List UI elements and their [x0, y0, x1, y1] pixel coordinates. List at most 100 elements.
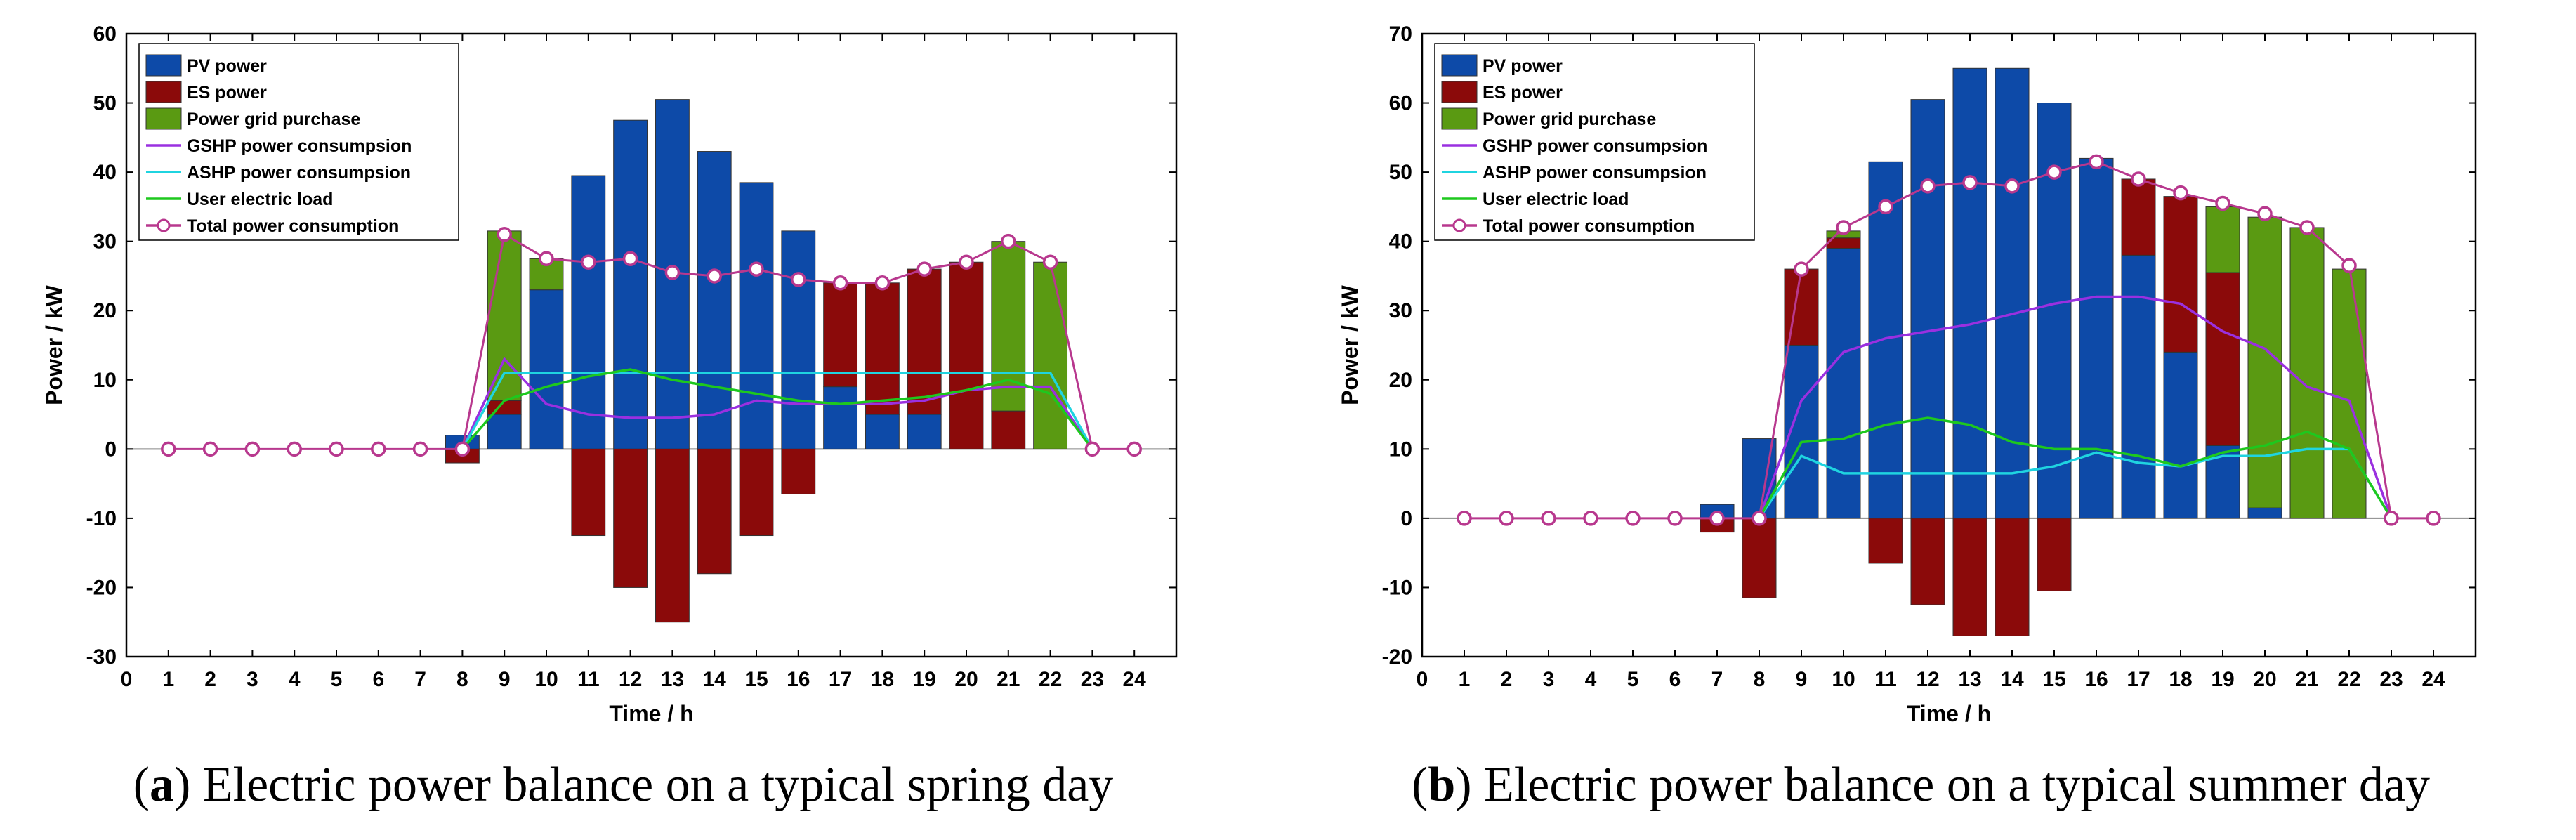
x-tick-label: 17	[2127, 668, 2150, 691]
y-tick-label: 30	[1389, 299, 1412, 322]
marker-total-h23	[1084, 441, 1100, 457]
x-tick-label: 20	[2253, 668, 2276, 691]
bar-pv-power-h15	[739, 182, 774, 449]
legend-label: User electric load	[1483, 190, 1629, 209]
marker-total-h18	[874, 275, 891, 291]
legend-label: ASHP power consumpsion	[187, 163, 411, 183]
caption-letter: b	[1428, 758, 1455, 812]
x-tick-label: 10	[1832, 668, 1855, 691]
bar-pv-power-h12	[1910, 99, 1945, 519]
marker-total-h16	[2089, 154, 2104, 170]
bar-power-grid-purchase-h22	[2332, 268, 2367, 519]
bar-pv-power-h14	[697, 151, 732, 449]
x-tick-label: 4	[289, 668, 301, 691]
bar-pv-power-h17	[823, 386, 858, 449]
marker-total-h21	[2299, 220, 2315, 235]
bar-es-power-h17	[823, 282, 858, 388]
line-gshp-power-consumpsion	[461, 357, 1093, 450]
marker-total-h11	[581, 254, 596, 270]
bar-power-grid-purchase-h22	[1033, 261, 1068, 449]
marker-total-h17	[832, 275, 848, 291]
caption: (b) Electric power balance on a typical …	[1412, 758, 2430, 812]
marker-total-h3	[1541, 511, 1556, 526]
y-tick-label: 50	[1389, 161, 1412, 184]
bar-pv-power-h13	[1952, 67, 1987, 519]
axes-frame	[1421, 32, 2477, 658]
caption: (a) Electric power balance on a typical …	[133, 758, 1114, 812]
y-tick-label: -10	[86, 507, 117, 530]
x-tick-label: 0	[1417, 668, 1428, 691]
legend-swatch	[1441, 81, 1478, 103]
x-tick-label: 23	[2379, 668, 2403, 691]
line-gshp-power-consumpsion	[1758, 295, 2393, 519]
y-tick-label: 10	[1389, 438, 1412, 461]
legend-label: GSHP power consumpsion	[1483, 136, 1707, 156]
bar-es-power-h15	[2037, 518, 2072, 591]
y-axis-label: Power / kW	[41, 284, 67, 405]
y-tick-label: 0	[1400, 507, 1412, 530]
x-tick-label: 18	[871, 668, 894, 691]
caption-paren: (	[133, 758, 150, 812]
marker-total-h12	[622, 251, 638, 267]
bar-pv-power-h16	[781, 230, 816, 449]
marker-total-h22	[1042, 254, 1058, 270]
line-user-electric-load	[1758, 416, 2393, 519]
x-tick-label: 21	[997, 668, 1020, 691]
x-axis-label: Time / h	[609, 701, 693, 726]
marker-total-h22	[2341, 258, 2357, 273]
bar-pv-power-h20	[2247, 507, 2282, 519]
bar-pv-power-h18	[865, 414, 900, 449]
bar-es-power-h12	[613, 448, 648, 588]
y-tick-label: -30	[86, 645, 117, 669]
x-tick-label: 24	[1123, 668, 1147, 691]
marker-total-h24	[1126, 441, 1142, 457]
bar-pv-power-h10	[1826, 248, 1861, 519]
bar-es-power-h11	[1868, 518, 1903, 564]
marker-total-h4	[287, 441, 302, 457]
marker-total-h16	[791, 272, 806, 287]
legend-box	[1434, 43, 1755, 241]
legend-swatch	[145, 81, 182, 103]
bar-es-power-h20	[949, 261, 984, 449]
legend-label: Power grid purchase	[187, 110, 360, 129]
x-tick-label: 13	[661, 668, 684, 691]
marker-total-h14	[2004, 178, 2020, 194]
bar-es-power-h12	[1910, 518, 1945, 605]
x-tick-label: 11	[577, 668, 600, 691]
marker-total-h5	[329, 441, 344, 457]
x-tick-label: 2	[204, 668, 216, 691]
y-tick-label: 10	[93, 369, 117, 392]
line-ashp-power-consumpsion	[1758, 447, 2393, 519]
marker-total-h14	[707, 268, 722, 284]
marker-total-h18	[2173, 185, 2188, 201]
x-tick-label: 9	[499, 668, 511, 691]
bar-pv-power-h16	[2079, 157, 2114, 519]
x-tick-label: 18	[2169, 668, 2192, 691]
caption-letter: a	[150, 758, 174, 812]
bar-es-power-h21	[991, 410, 1026, 449]
marker-total-h19	[2215, 195, 2230, 211]
marker-total-h9	[497, 227, 512, 242]
marker-total-h7	[1709, 511, 1725, 526]
y-tick-label: 0	[105, 438, 117, 461]
bar-pv-power-h11	[571, 175, 606, 449]
bar-es-power-h17	[2121, 178, 2156, 256]
marker-total-h3	[244, 441, 261, 457]
bar-power-grid-purchase-h19	[2205, 206, 2240, 273]
y-tick-label: -20	[86, 576, 117, 599]
y-tick-label: 60	[93, 22, 117, 46]
x-tick-label: 10	[534, 668, 558, 691]
marker-total-h23	[2384, 511, 2399, 526]
bar-es-power-h14	[1995, 518, 2030, 636]
bar-pv-power-h11	[1868, 161, 1903, 519]
x-tick-label: 0	[121, 668, 133, 691]
x-tick-label: 5	[1627, 668, 1639, 691]
bar-es-power-h13	[655, 448, 690, 623]
x-tick-label: 11	[1874, 668, 1897, 691]
marker-total-h20	[959, 254, 974, 270]
bar-pv-power-h18	[2163, 351, 2198, 519]
marker-total-h8	[454, 441, 471, 457]
bar-pv-power-h14	[1995, 67, 2030, 519]
